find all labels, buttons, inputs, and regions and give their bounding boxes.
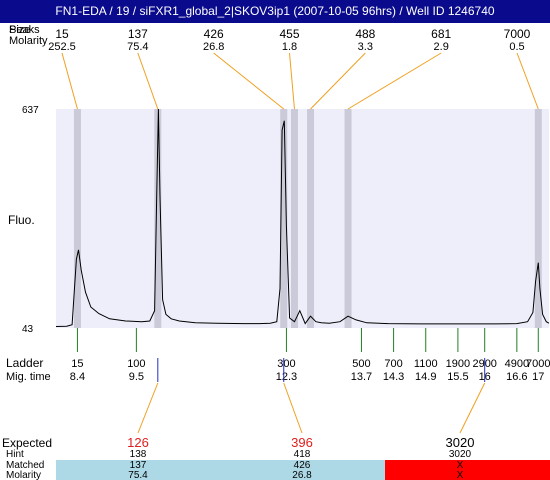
ladder-time-label: 16.6 — [506, 371, 527, 383]
peak-leader-line — [137, 52, 159, 110]
peaks-row-label: Peaks — [9, 24, 40, 36]
hint-value: 418 — [294, 449, 311, 460]
matched-fail-band — [385, 460, 550, 480]
fluo-axis-label: Fluo. — [8, 213, 35, 227]
molarity-value: X — [457, 470, 464, 480]
peak-leader-line — [61, 52, 78, 110]
ladder-time-label: 12.3 — [276, 371, 297, 383]
hint-value: 3020 — [449, 449, 472, 460]
molarity-bottom-label: Molarity — [6, 470, 41, 480]
peak-size-label: 15 — [55, 27, 69, 41]
peak-molarity-label: 26.8 — [203, 41, 224, 53]
expected-value: 396 — [291, 435, 313, 450]
plot-area — [56, 109, 549, 328]
peak-leader-line — [310, 52, 366, 110]
peak-band — [73, 109, 81, 328]
expected-row-label: Expected — [2, 436, 52, 450]
window-title: FN1-EDA / 19 / siFXR1_global_2|SKOV3ip1 … — [0, 0, 550, 23]
expected-value: 126 — [127, 435, 149, 450]
ladder-time-label: 8.4 — [70, 371, 85, 383]
ladder-size-label: 1900 — [446, 358, 470, 370]
ladder-time-label: 13.7 — [351, 371, 372, 383]
matched-value: 137 — [130, 460, 147, 471]
ladder-size-label: 1100 — [414, 358, 438, 370]
peak-leader-line — [516, 52, 539, 110]
ladder-time-label: 9.5 — [129, 371, 144, 383]
peak-size-label: 7000 — [504, 27, 531, 41]
peak-size-label: 455 — [279, 27, 299, 41]
peak-molarity-label: 0.5 — [509, 41, 524, 53]
peak-size-label: 681 — [431, 27, 451, 41]
peak-molarity-label: 75.4 — [127, 41, 148, 53]
peak-band — [290, 109, 298, 328]
peak-band — [344, 109, 352, 328]
ladder-size-label: 700 — [384, 358, 402, 370]
ladder-size-label: 300 — [277, 358, 295, 370]
peak-molarity-label: 1.8 — [282, 41, 297, 53]
peak-leader-line — [289, 52, 295, 110]
hint-row-label: Hint — [6, 449, 24, 460]
peak-molarity-label: 252.5 — [48, 41, 76, 53]
matched-value: X — [457, 460, 464, 471]
matched-value: 426 — [294, 460, 311, 471]
ladder-time-label: 15.5 — [447, 371, 468, 383]
fluorescence-trace — [55, 108, 550, 327]
expected-leader-line — [137, 382, 159, 434]
molarity-value: 75.4 — [128, 470, 148, 480]
y-tick-max: 637 — [22, 105, 39, 116]
ladder-size-label: 100 — [127, 358, 145, 370]
peak-leader-line — [213, 52, 285, 110]
peak-molarity-label: 3.3 — [358, 41, 373, 53]
expected-value: 3020 — [446, 435, 475, 450]
expected-leader-line — [283, 382, 303, 434]
ladder-size-label: 7000 — [526, 358, 550, 370]
peak-band — [307, 109, 315, 328]
y-tick-min: 43 — [22, 324, 34, 335]
ladder-time-label: 17 — [532, 371, 544, 383]
ladder-size-label: 500 — [352, 358, 370, 370]
matched-row-label: Matched — [6, 460, 44, 471]
expected-leader-line — [459, 382, 486, 434]
ladder-size-label: 4900 — [505, 358, 529, 370]
peak-molarity-label: 2.9 — [434, 41, 449, 53]
ladder-time-label: 14.3 — [383, 371, 404, 383]
molarity-row-label: Molarity — [9, 35, 48, 47]
peak-size-label: 137 — [128, 27, 148, 41]
mig-time-row-label: Mig. time — [6, 371, 51, 383]
hint-value: 138 — [130, 449, 147, 460]
ladder-time-label: 14.9 — [415, 371, 436, 383]
matched-ok-band — [56, 460, 385, 480]
ladder-size-label: 15 — [71, 358, 83, 370]
size-row-label: Size — [9, 24, 30, 36]
peak-band — [154, 109, 162, 328]
peak-size-label: 488 — [355, 27, 375, 41]
molarity-value: 26.8 — [292, 470, 312, 480]
peak-leader-line — [347, 52, 442, 110]
peak-band — [534, 109, 542, 328]
ladder-row-label: Ladder — [6, 356, 43, 370]
peak-band — [280, 109, 288, 328]
peak-size-label: 426 — [204, 27, 224, 41]
